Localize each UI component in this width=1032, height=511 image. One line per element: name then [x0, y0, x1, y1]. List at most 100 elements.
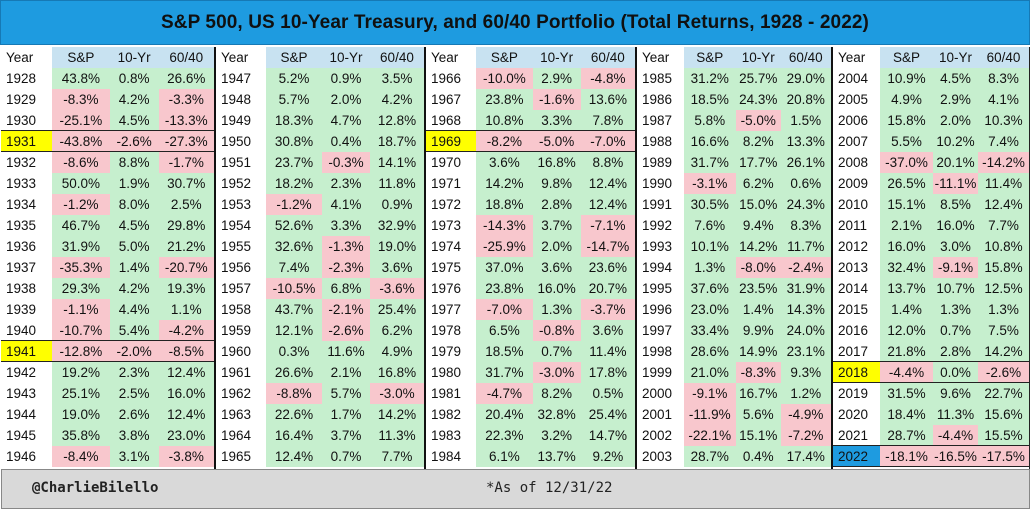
tenyr-return-cell: 14.2%: [735, 236, 781, 257]
tenyr-return-cell: 1.4%: [109, 257, 159, 278]
tenyr-return-cell: 4.2%: [109, 89, 159, 110]
tenyr-return-cell: 10.2%: [932, 131, 979, 152]
sixtyforty-return-cell: 0.6%: [780, 173, 831, 194]
sp-return-cell: 35.8%: [52, 425, 110, 446]
sixtyforty-return-cell: 29.8%: [158, 215, 214, 236]
sixtyforty-return-cell: 31.9%: [780, 278, 831, 299]
year-cell: 1988: [637, 131, 684, 152]
tenyr-return-cell: 6.8%: [322, 278, 370, 299]
sixtyforty-return-cell: 7.5%: [978, 320, 1029, 341]
sixtyforty-return-cell: 15.8%: [978, 257, 1029, 278]
sixtyforty-return-cell: 12.4%: [580, 173, 635, 194]
tenyr-return-cell: 0.7%: [932, 320, 979, 341]
year-cell: 1957: [216, 278, 266, 299]
sp-return-cell: 31.7%: [476, 362, 533, 383]
sixtyforty-return-cell: -7.0%: [580, 130, 635, 152]
tenyr-return-cell: 9.6%: [932, 383, 979, 404]
year-cell: 1970: [426, 152, 477, 173]
tenyr-return-cell: 20.1%: [932, 152, 979, 173]
sixtyforty-return-cell: 17.8%: [580, 362, 635, 383]
year-cell: 1995: [637, 278, 684, 299]
tenyr-return-cell: 1.7%: [322, 404, 370, 425]
sp-return-cell: 12.0%: [880, 320, 933, 341]
sp-return-cell: -8.3%: [52, 89, 110, 110]
sixtyforty-return-cell: -8.5%: [158, 340, 214, 362]
sixtyforty-return-cell: -7.2%: [780, 425, 831, 446]
sp-return-cell: 30.8%: [265, 131, 323, 152]
year-cell: 2009: [833, 173, 881, 194]
tenyr-return-cell: 1.9%: [109, 173, 159, 194]
tenyr-return-cell: 4.7%: [322, 110, 370, 131]
sixtyforty-return-cell: 13.3%: [780, 131, 831, 152]
tenyr-return-cell: -2.0%: [109, 340, 159, 362]
tenyr-return-cell: 2.6%: [109, 404, 159, 425]
sixtyforty-return-cell: 10.3%: [978, 110, 1029, 131]
year-cell: 1938: [1, 278, 53, 299]
tenyr-return-cell: -9.1%: [932, 257, 979, 278]
sp-return-cell: -8.8%: [265, 383, 323, 404]
tenyr-return-cell: 2.3%: [322, 173, 370, 194]
year-cell: 1936: [1, 236, 53, 257]
sp-return-cell: 31.7%: [683, 152, 736, 173]
year-cell: 1942: [1, 362, 53, 383]
author-handle: @CharlieBilello: [32, 480, 159, 496]
tenyr-return-cell: 16.0%: [532, 278, 581, 299]
sixtyforty-return-cell: 29.0%: [780, 68, 831, 89]
year-cell: 1989: [637, 152, 684, 173]
year-cell: 1946: [1, 446, 53, 467]
year-cell: 1992: [637, 215, 684, 236]
year-cell: 1930: [1, 110, 53, 131]
year-cell: 2004: [833, 68, 881, 89]
year-cell: 2022: [833, 445, 881, 467]
tenyr-return-cell: -4.4%: [932, 425, 979, 446]
year-cell: 1941: [1, 340, 53, 362]
sixtyforty-return-cell: 1.1%: [158, 299, 214, 320]
year-cell: 2020: [833, 404, 881, 425]
year-cell: 1978: [426, 320, 477, 341]
sp-return-cell: 31.2%: [683, 68, 736, 89]
tenyr-return-cell: 4.4%: [109, 299, 159, 320]
sp-return-cell: 23.8%: [476, 89, 533, 110]
year-cell: 1932: [1, 152, 53, 173]
tenyr-return-cell: 1.3%: [532, 299, 581, 320]
year-cell: 1981: [426, 383, 477, 404]
sixtyforty-return-cell: -27.3%: [158, 130, 214, 152]
tenyr-return-cell: 5.4%: [109, 320, 159, 341]
sp-return-cell: 21.8%: [880, 341, 933, 362]
title-bar: S&P 500, US 10-Year Treasury, and 60/40 …: [0, 0, 1030, 45]
sixtyforty-return-cell: -3.7%: [580, 299, 635, 320]
sixtyforty-return-cell: 7.8%: [580, 110, 635, 131]
tenyr-return-cell: 3.3%: [532, 110, 581, 131]
year-cell: 1928: [1, 68, 53, 89]
sixtyforty-return-cell: 14.7%: [580, 425, 635, 446]
column-header-tenyr: 10-Yr: [932, 47, 979, 68]
year-cell: 1954: [216, 215, 266, 236]
sp-return-cell: 32.4%: [880, 257, 933, 278]
sixtyforty-return-cell: -4.2%: [158, 320, 214, 341]
year-cell: 2014: [833, 278, 881, 299]
column-header-sp: S&P: [265, 47, 323, 68]
sp-return-cell: -1.2%: [265, 194, 323, 215]
sp-return-cell: 4.9%: [880, 89, 933, 110]
tenyr-return-cell: 6.2%: [735, 173, 781, 194]
tenyr-return-cell: -8.3%: [735, 362, 781, 383]
year-cell: 2018: [833, 361, 881, 383]
sixtyforty-return-cell: 14.2%: [978, 341, 1029, 362]
sp-return-cell: 10.1%: [683, 236, 736, 257]
sp-return-cell: 46.7%: [52, 215, 110, 236]
sixtyforty-return-cell: 25.4%: [580, 404, 635, 425]
year-cell: 1931: [1, 130, 53, 152]
year-cell: 1993: [637, 236, 684, 257]
year-cell: 1948: [216, 89, 266, 110]
sixtyforty-return-cell: 11.3%: [369, 425, 424, 446]
sixtyforty-return-cell: -3.8%: [158, 446, 214, 467]
sp-return-cell: 10.8%: [476, 110, 533, 131]
year-cell: 1953: [216, 194, 266, 215]
table-panel: Year S&P 10-Yr 60/40 2004 10.9% 4.5% 8.3% 2005 4.…: [833, 47, 1030, 469]
sp-return-cell: 2.1%: [880, 215, 933, 236]
sixtyforty-return-cell: 12.4%: [580, 194, 635, 215]
year-cell: 1968: [426, 110, 477, 131]
year-cell: 2006: [833, 110, 881, 131]
sp-return-cell: -9.1%: [683, 383, 736, 404]
year-cell: 2000: [637, 383, 684, 404]
